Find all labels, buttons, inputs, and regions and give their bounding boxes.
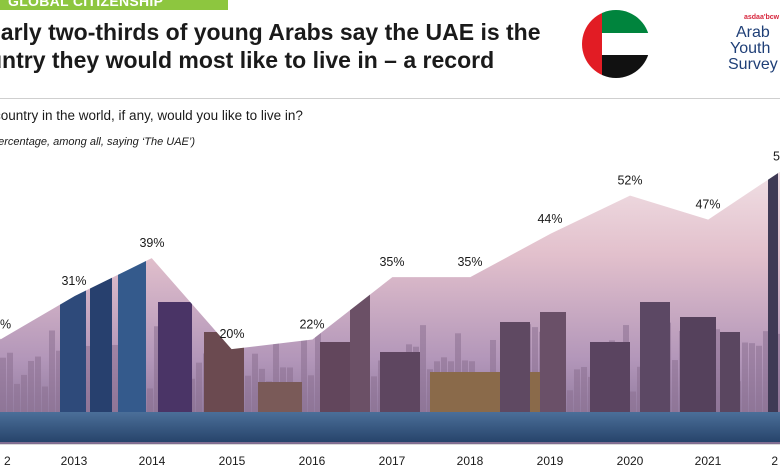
distant-building: [35, 356, 41, 412]
data-label: 5: [773, 149, 780, 163]
distant-building: [672, 360, 678, 412]
category-tick-label: 2: [4, 454, 11, 468]
distant-building: [14, 383, 20, 412]
skyline-photo: [0, 170, 780, 444]
distant-building: [154, 326, 160, 412]
waterfront: [0, 412, 780, 442]
distant-building: [315, 330, 321, 412]
flag-white-band: [602, 33, 650, 55]
distant-building: [742, 342, 748, 412]
distant-building: [42, 386, 48, 412]
data-label: 52%: [617, 173, 642, 187]
distant-building: [196, 362, 202, 412]
skyline-building: [540, 312, 566, 412]
skyline-building: [590, 342, 630, 412]
flag-red-band: [582, 10, 602, 78]
distant-building: [574, 369, 580, 412]
near-city: [60, 170, 778, 412]
distant-building: [301, 327, 307, 412]
category-tick-label: 2014: [139, 454, 166, 468]
distant-building: [56, 350, 62, 412]
category-tick-label: 2019: [537, 454, 564, 468]
category-tick-label: 2020: [617, 454, 644, 468]
distant-building: [49, 330, 55, 412]
skyline-building: [680, 317, 716, 412]
skyline-building: [720, 332, 740, 412]
skyline-building: [380, 352, 420, 412]
section-banner: GLOBAL CITIZENSHIP: [0, 0, 228, 10]
distant-building: [630, 391, 636, 412]
flag-black-band: [602, 55, 650, 78]
distant-building: [420, 325, 426, 412]
distant-building: [714, 329, 720, 412]
distant-building: [777, 333, 780, 412]
distant-building: [7, 352, 13, 412]
distant-building: [252, 353, 258, 412]
data-label: 47%: [695, 197, 720, 211]
data-label: 35%: [457, 255, 482, 269]
data-label-layer: % 31% 39% 20% 22% 35% 35% 44% 52% 47% 5: [0, 149, 780, 341]
category-tick-label: 2021: [695, 454, 722, 468]
skyline-building: [204, 332, 244, 412]
skyline-building: [258, 382, 302, 412]
skyline-building: [320, 342, 350, 412]
category-tick-label: 2: [771, 454, 778, 468]
data-label: %: [0, 317, 11, 331]
category-axis: 2 2013 2014 2015 2016 2017 2018 2019 2020 2021 2: [4, 454, 778, 468]
data-label: 44%: [537, 212, 562, 226]
skyline-building: [90, 242, 112, 412]
distant-building: [245, 375, 251, 412]
distant-building: [567, 390, 573, 412]
category-tick-label: 2018: [457, 454, 484, 468]
x-axis-baseline: [0, 444, 780, 445]
distant-building: [112, 344, 118, 412]
category-tick-label: 2017: [379, 454, 406, 468]
title-line-2: untry they would most like to live in – …: [0, 47, 495, 73]
skyline-building: [640, 302, 670, 412]
logo-line-1: Arab: [736, 24, 770, 41]
uae-flag-icon: [582, 10, 650, 78]
flag-green-band: [602, 10, 650, 33]
series-line: [0, 169, 780, 350]
data-label: 22%: [299, 317, 324, 331]
skyline-building: [768, 170, 778, 412]
distant-building: [756, 345, 762, 412]
logo-line-2: Youth: [730, 40, 771, 57]
skyline-building: [350, 292, 370, 412]
distant-building: [28, 360, 34, 412]
distant-building: [21, 374, 27, 412]
section-banner-text: GLOBAL CITIZENSHIP: [8, 0, 164, 9]
logo-brand: asdaa'bcw: [744, 14, 780, 21]
data-label: 31%: [61, 274, 86, 288]
data-label: 20%: [219, 327, 244, 341]
survey-note: percentage, among all, saying ‘The UAE’): [0, 136, 195, 148]
skyline-building: [118, 252, 146, 412]
skyline-building: [430, 372, 550, 412]
skyline-building: [500, 322, 530, 412]
distant-building: [581, 366, 587, 412]
distant-building: [0, 357, 6, 412]
category-tick-label: 2013: [61, 454, 88, 468]
header-divider: [0, 98, 780, 99]
title-line-1: early two-thirds of young Arabs say the …: [0, 19, 541, 45]
page-title: early two-thirds of young Arabs say the …: [0, 18, 560, 74]
skyline-building: [158, 302, 192, 412]
distant-building: [763, 331, 769, 412]
distant-building: [371, 376, 377, 412]
arab-youth-survey-logo: asdaa'bcw Arab Youth Survey: [722, 14, 780, 78]
data-label: 35%: [379, 255, 404, 269]
category-tick-label: 2016: [299, 454, 326, 468]
distant-building: [84, 345, 90, 412]
distant-building: [532, 327, 538, 412]
data-label: 39%: [139, 236, 164, 250]
category-tick-label: 2015: [219, 454, 246, 468]
distant-building: [749, 343, 755, 412]
survey-question: country in the world, if any, would you …: [0, 108, 303, 123]
distant-building: [308, 375, 314, 412]
distant-building: [147, 388, 153, 412]
distant-building: [273, 337, 279, 412]
logo-line-3: Survey: [728, 56, 778, 73]
